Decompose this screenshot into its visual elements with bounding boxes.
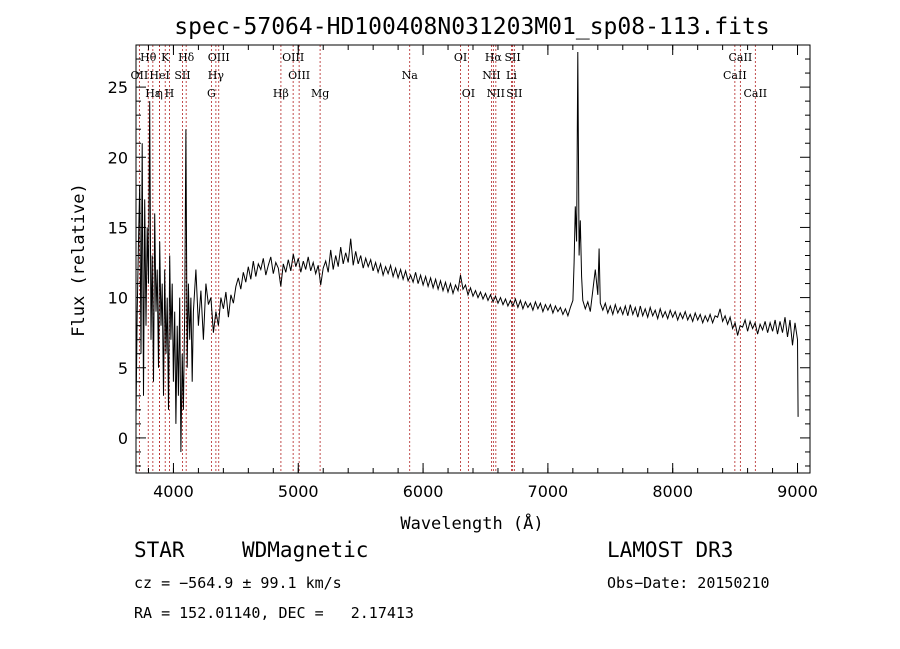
line-marker-label: OI (454, 51, 467, 64)
line-marker-label: OI (462, 87, 475, 100)
object-class: STAR (134, 538, 185, 562)
survey-name: LAMOST DR3 (607, 538, 734, 562)
line-marker-label: η (156, 87, 163, 100)
y-tick-label: 5 (118, 359, 128, 378)
line-marker-label: Hγ (208, 69, 225, 82)
line-marker-label: Li (506, 69, 517, 82)
line-marker-label: Hα (485, 51, 503, 64)
x-tick-label: 4000 (153, 482, 194, 501)
line-marker-label: CaII (729, 51, 753, 64)
y-tick-label: 20 (108, 148, 128, 167)
x-tick-label: 9000 (777, 482, 818, 501)
chart-title: spec-57064-HD100408N031203M01_sp08-113.f… (174, 14, 769, 40)
x-axis: 4000 5000 6000 7000 8000 9000 (147, 45, 818, 501)
spectrum-line (135, 51, 799, 453)
y-tick-label: 25 (108, 78, 128, 97)
line-marker-label: OIII (208, 51, 230, 64)
y-axis-label: Flux (relative) (69, 183, 89, 337)
line-marker-label: SII (174, 69, 190, 82)
coordinates: RA = 152.01140, DEC = 2.17413 (134, 604, 414, 622)
x-tick-label: 6000 (403, 482, 444, 501)
object-subclass: WDMagnetic (242, 538, 369, 562)
y-axis: 0 5 10 15 20 25 (108, 58, 810, 467)
x-axis-label: Wavelength (Å) (400, 512, 543, 534)
line-marker-label: Hε (145, 87, 161, 100)
redshift-velocity: cz = −564.9 ± 99.1 km/s (134, 574, 342, 592)
plot-frame (135, 44, 811, 474)
line-marker-label: OIII (282, 51, 304, 64)
line-marker-label: Hθ (140, 51, 157, 64)
line-marker-label: H (165, 87, 175, 100)
line-marker-label: Hβ (273, 87, 289, 100)
line-marker-label: Mg (311, 87, 329, 100)
line-marker-label: CaII (723, 69, 747, 82)
line-marker-label: Na (402, 69, 419, 82)
line-marker-label: NII (487, 87, 505, 100)
x-tick-label: 5000 (278, 482, 319, 501)
spectral-line-markers (138, 45, 756, 473)
y-tick-label: 10 (108, 289, 128, 308)
y-tick-label: 15 (108, 218, 128, 237)
line-marker-label: SII (506, 87, 522, 100)
line-marker-label: Hδ (178, 51, 195, 64)
line-marker-label: HeI (149, 69, 169, 82)
y-tick-label: 0 (118, 429, 128, 448)
x-tick-label: 8000 (652, 482, 693, 501)
line-marker-label: OIII (288, 69, 310, 82)
x-tick-label: 7000 (528, 482, 569, 501)
line-marker-label: G (207, 87, 216, 100)
line-marker-label: CaII (743, 87, 767, 100)
line-marker-label: NII (482, 69, 500, 82)
line-marker-label: K (161, 51, 170, 64)
line-marker-label: OII (131, 69, 149, 82)
observation-date: Obs−Date: 20150210 (607, 574, 770, 592)
line-marker-label: SII (504, 51, 520, 64)
